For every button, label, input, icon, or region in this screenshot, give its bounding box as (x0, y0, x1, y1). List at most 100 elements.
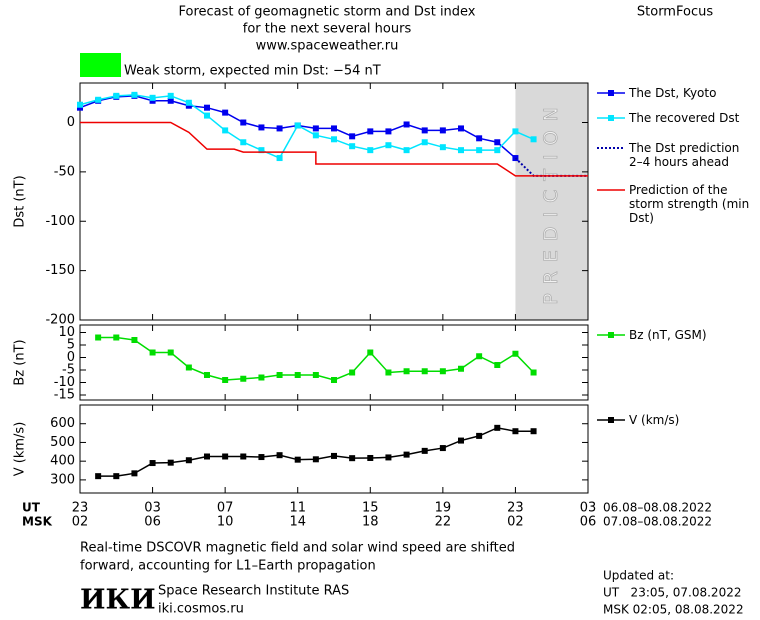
marker (149, 94, 156, 101)
marker (167, 92, 174, 99)
marker (185, 364, 192, 371)
marker (494, 362, 501, 368)
y-tick-label: 500 (50, 435, 75, 450)
marker (458, 125, 464, 132)
marker (258, 454, 265, 461)
marker (258, 374, 265, 381)
marker (476, 353, 483, 360)
marker (294, 122, 301, 129)
marker (276, 125, 283, 132)
site: www.spaceweather.ru (256, 39, 399, 54)
x-tick-label: 14 (289, 515, 306, 530)
marker (512, 128, 519, 135)
title: Forecast of geomagnetic storm and Dst in… (178, 5, 475, 20)
series-line (98, 427, 534, 477)
y-tick-label: -10 (54, 375, 75, 390)
legend-marker (608, 417, 614, 423)
plot-frame (79, 324, 589, 401)
x-tick-label: 18 (362, 515, 379, 530)
x-tick-label: 15 (362, 501, 379, 516)
marker (421, 139, 428, 146)
marker (149, 460, 156, 467)
marker (167, 459, 174, 466)
marker (494, 147, 501, 154)
marker (95, 334, 102, 341)
marker (312, 125, 319, 132)
marker (113, 92, 120, 99)
marker (240, 139, 247, 146)
status: Weak storm, expected min Dst: −54 nT (124, 64, 381, 79)
legend-entry: V (km/s) (629, 413, 680, 427)
marker (367, 454, 374, 461)
marker (367, 349, 374, 356)
marker (385, 142, 392, 149)
x-tick-label: 06 (580, 515, 597, 530)
marker (131, 470, 138, 477)
marker (240, 119, 247, 126)
x-tick-label: 02 (72, 515, 89, 530)
marker (403, 451, 410, 458)
marker (258, 147, 265, 154)
institute: Space Research Institute RAS (158, 584, 349, 599)
date-range: 06.08–08.08.2022 (603, 501, 712, 515)
note: forward, accounting for L1–Earth propaga… (80, 559, 376, 574)
y-axis-title: V (km/s) (13, 422, 28, 477)
plot-frame (79, 404, 589, 494)
x-tick-label: 03 (580, 501, 597, 516)
marker (439, 127, 446, 134)
marker (421, 447, 428, 454)
updated: UT 23:05, 07.08.2022 (603, 586, 741, 600)
marker (312, 132, 319, 139)
legend-entry: Bz (nT, GSM) (629, 328, 707, 342)
marker (476, 432, 483, 439)
legend-marker (608, 115, 614, 121)
y-axis-title: Dst (nT) (13, 175, 28, 227)
x-tick-label: 03 (144, 501, 161, 516)
legend-marker (608, 90, 614, 96)
marker (77, 101, 83, 108)
marker (131, 337, 138, 343)
legend-entry: The recovered Dst (629, 111, 740, 125)
y-tick-label: 400 (50, 454, 75, 469)
marker (385, 128, 392, 135)
marker (439, 144, 446, 151)
marker (294, 372, 301, 378)
series-line (79, 94, 534, 160)
marker (349, 133, 356, 140)
x-tick-label: 07 (217, 501, 234, 516)
marker (204, 104, 210, 111)
marker (403, 147, 410, 154)
marker (294, 456, 301, 463)
x-tick-label: 02 (507, 515, 524, 530)
marker (530, 369, 537, 376)
x-tick-label: 23 (507, 501, 524, 516)
note: Real-time DSCOVR magnetic field and sola… (80, 541, 515, 556)
marker (113, 473, 120, 480)
marker (95, 473, 102, 480)
marker (276, 155, 283, 162)
marker (240, 375, 247, 382)
marker (385, 369, 392, 376)
x-tick-label: 11 (289, 501, 306, 516)
status-box (80, 53, 121, 77)
marker (403, 121, 410, 128)
marker (149, 349, 156, 356)
marker (204, 453, 210, 460)
marker (331, 452, 337, 459)
marker (167, 97, 174, 104)
brand: StormFocus (637, 5, 713, 20)
marker (204, 372, 210, 378)
marker (276, 372, 283, 378)
logo: ИКИ (80, 585, 156, 616)
y-tick-label: -15 (54, 388, 75, 403)
subtitle: for the next several hours (243, 22, 412, 37)
marker (222, 109, 229, 116)
legend-entry: The Dst prediction 2–4 hours ahead (629, 141, 740, 169)
y-tick-label: -100 (45, 214, 75, 229)
marker (476, 135, 483, 142)
x-tick-label: 06 (144, 515, 161, 530)
legend-marker (608, 332, 614, 338)
marker (131, 91, 138, 98)
marker (222, 377, 229, 383)
